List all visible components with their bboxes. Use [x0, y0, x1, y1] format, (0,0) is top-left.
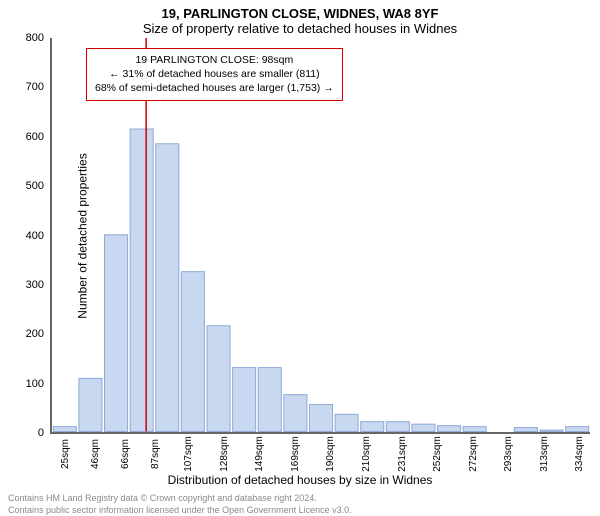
plot-container: 19 PARLINGTON CLOSE: 98sqm ← 31% of deta… — [50, 38, 590, 433]
annotation-line-1: 19 PARLINGTON CLOSE: 98sqm — [95, 53, 334, 67]
x-ticks: 25sqm46sqm66sqm87sqm107sqm128sqm149sqm16… — [50, 433, 590, 475]
y-tick: 100 — [26, 378, 44, 390]
footer-line-1: Contains HM Land Registry data © Crown c… — [8, 493, 592, 505]
y-axis-label-wrap: Number of detached properties — [0, 38, 18, 433]
x-axis-label: Distribution of detached houses by size … — [0, 473, 600, 487]
annotation-line-2: ← 31% of detached houses are smaller (81… — [95, 67, 334, 81]
x-tick: 355sqm — [594, 436, 600, 472]
y-ticks: 0100200300400500600700800 — [18, 38, 50, 433]
y-tick: 700 — [26, 81, 44, 93]
y-tick: 600 — [26, 131, 44, 143]
y-tick: 0 — [38, 427, 44, 439]
y-tick: 400 — [26, 230, 44, 242]
page-subtitle: Size of property relative to detached ho… — [0, 21, 600, 36]
chart-area: Number of detached properties 0100200300… — [0, 38, 600, 433]
footer-credits: Contains HM Land Registry data © Crown c… — [8, 493, 592, 516]
annotation-box: 19 PARLINGTON CLOSE: 98sqm ← 31% of deta… — [86, 48, 343, 101]
y-tick: 300 — [26, 279, 44, 291]
annotation-line-3: 68% of semi-detached houses are larger (… — [95, 81, 334, 95]
y-tick: 800 — [26, 32, 44, 44]
footer-line-2: Contains public sector information licen… — [8, 505, 592, 516]
y-tick: 500 — [26, 180, 44, 192]
y-tick: 200 — [26, 328, 44, 340]
page-title: 19, PARLINGTON CLOSE, WIDNES, WA8 8YF — [0, 6, 600, 21]
